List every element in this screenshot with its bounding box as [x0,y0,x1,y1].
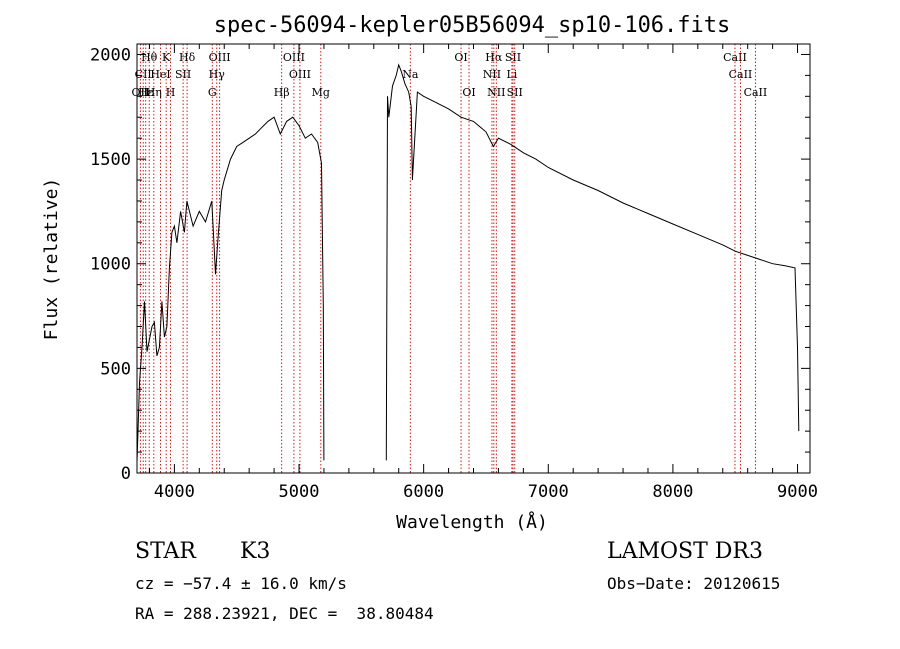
marker-label: CaII [744,86,768,99]
x-tick-label: 9000 [777,482,818,502]
y-tick-label: 2000 [90,45,131,65]
x-tick-label: 4000 [154,482,195,502]
chart-title: spec-56094-kepler05B56094_sp10-106.fits [214,13,731,38]
plot-frame [136,43,811,474]
flux-line [385,63,800,461]
x-tick-label: 6000 [403,482,444,502]
marker-label: CaII [729,68,753,81]
x-tick-label: 5000 [279,482,320,502]
object-class: STAR [135,539,196,564]
marker-label: OII [132,86,150,99]
marker-label: NII [487,86,505,99]
observation-date: Obs−Date: 20120615 [607,574,781,593]
marker-label: SII [507,86,523,99]
x-axis-title: Wavelength (Å) [396,511,548,533]
marker-label: OIII [209,51,231,64]
marker-label: Hε [138,86,154,99]
marker-label: Na [402,68,419,81]
marker-label: CaII [723,51,747,64]
flux-line [136,116,325,463]
marker-label: Hδ [179,51,196,64]
x-tick-label: 7000 [528,482,569,502]
marker-label: SII [175,68,191,81]
y-axis-title: Flux (relative) [41,178,62,341]
marker-label: Hη [146,86,162,99]
marker-label: SII [505,51,521,64]
marker-label: OIII [289,68,311,81]
marker-label: Mg [312,86,330,99]
marker-label: H [166,86,176,99]
object-subclass: K3 [240,539,271,564]
x-axis: 4000 5000 6000 7000 8000 9000 [148,44,818,502]
y-tick-label: 0 [121,464,131,484]
coordinates: RA = 288.23921, DEC = 38.80484 [135,604,434,623]
marker-label: Hβ [274,86,290,99]
marker-label: HeI [150,68,170,81]
x-tick-label: 8000 [652,482,693,502]
marker-label: OI [454,51,467,64]
series-group [136,63,800,463]
marker-label: NII [483,68,501,81]
y-axis: 0 500 1000 1500 2000 [90,45,810,484]
y-tick-label: 1000 [90,255,131,275]
marker-label: CII [135,68,152,81]
marker-label: Li [506,68,517,81]
marker-label: OIII [283,51,305,64]
marker-label: Hγ [209,68,226,81]
marker-label: Hα [485,51,503,64]
y-tick-label: 1500 [90,150,131,170]
redshift-velocity: cz = −57.4 ± 16.0 km/s [135,574,347,593]
survey-label: LAMOST DR3 [607,539,763,564]
marker-label: G [208,86,217,99]
y-tick-label: 500 [100,359,131,379]
marker-label: K [162,51,171,64]
marker-label: OI [462,86,475,99]
